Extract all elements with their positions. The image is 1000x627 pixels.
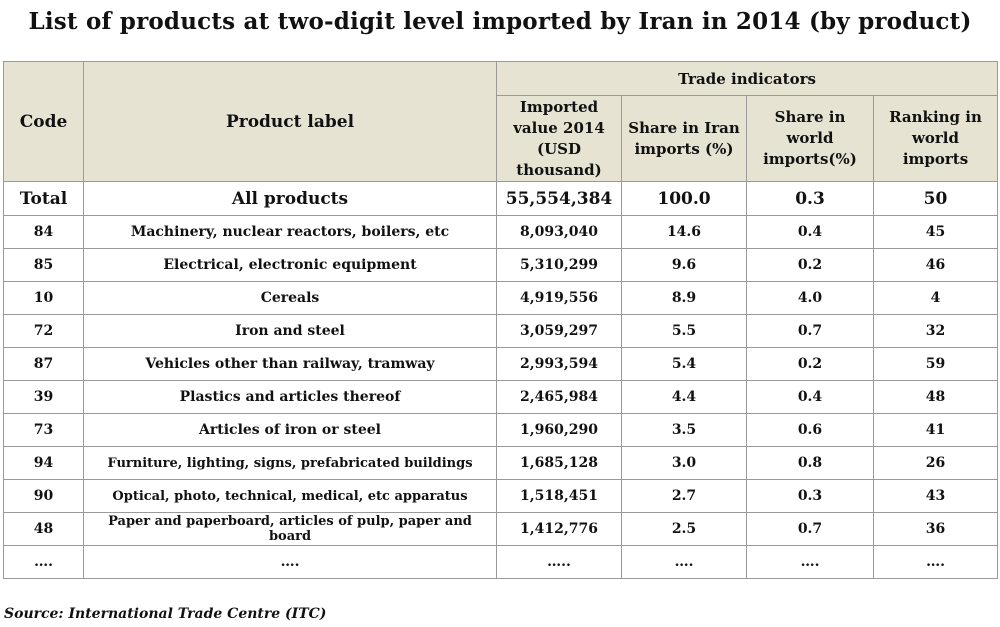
cell-ranking: 41 xyxy=(873,413,998,447)
cell-share-iran: 4.4 xyxy=(621,380,747,414)
cell-label: Paper and paperboard, articles of pulp, … xyxy=(83,512,497,546)
cell-value: 1,960,290 xyxy=(496,413,622,447)
cell-ranking: 59 xyxy=(873,347,998,381)
cell-code: 84 xyxy=(3,215,84,249)
cell-label: Machinery, nuclear reactors, boilers, et… xyxy=(83,215,497,249)
cell-code: 48 xyxy=(3,512,84,546)
cell-label: Articles of iron or steel xyxy=(83,413,497,447)
header-product-label: Product label xyxy=(83,61,497,182)
cell-share-iran: 14.6 xyxy=(621,215,747,249)
table-row: 94 Furniture, lighting, signs, prefabric… xyxy=(3,446,998,480)
cell-ranking: 48 xyxy=(873,380,998,414)
cell-share-world: …. xyxy=(746,545,874,579)
cell-ranking: …. xyxy=(873,545,998,579)
cell-value: 1,412,776 xyxy=(496,512,622,546)
cell-code: …. xyxy=(3,545,84,579)
cell-value: 1,685,128 xyxy=(496,446,622,480)
table-row: 72 Iron and steel 3,059,297 5.5 0.7 32 xyxy=(3,314,998,348)
cell-value: 1,518,451 xyxy=(496,479,622,513)
cell-code: 39 xyxy=(3,380,84,414)
table-row: 10 Cereals 4,919,556 8.9 4.0 4 xyxy=(3,281,998,315)
cell-share-world: 0.3 xyxy=(746,479,874,513)
cell-share-world: 0.8 xyxy=(746,446,874,480)
cell-code: Total xyxy=(3,181,84,216)
page-title: List of products at two-digit level impo… xyxy=(28,8,972,35)
cell-share-world: 0.2 xyxy=(746,347,874,381)
source-note: Source: International Trade Centre (ITC) xyxy=(4,606,327,622)
table-row: 73 Articles of iron or steel 1,960,290 3… xyxy=(3,413,998,447)
header-code: Code xyxy=(3,61,84,182)
cell-share-world: 0.4 xyxy=(746,380,874,414)
table-row: 84 Machinery, nuclear reactors, boilers,… xyxy=(3,215,998,249)
cell-share-world: 0.7 xyxy=(746,512,874,546)
cell-code: 85 xyxy=(3,248,84,282)
ellipsis-row: …. …. ….. …. …. …. xyxy=(3,545,998,579)
table-row: 48 Paper and paperboard, articles of pul… xyxy=(3,512,998,546)
header-ranking: Ranking in world imports xyxy=(873,95,998,182)
header-share-iran: Share in Iran imports (%) xyxy=(621,95,747,182)
cell-ranking: 36 xyxy=(873,512,998,546)
cell-code: 72 xyxy=(3,314,84,348)
table-row: 87 Vehicles other than railway, tramway … xyxy=(3,347,998,381)
cell-share-iran: 5.5 xyxy=(621,314,747,348)
table-row: 39 Plastics and articles thereof 2,465,9… xyxy=(3,380,998,414)
cell-value: 8,093,040 xyxy=(496,215,622,249)
cell-label: …. xyxy=(83,545,497,579)
cell-value: 55,554,384 xyxy=(496,181,622,216)
cell-value: 2,993,594 xyxy=(496,347,622,381)
cell-label: Iron and steel xyxy=(83,314,497,348)
cell-share-iran: 8.9 xyxy=(621,281,747,315)
table-row: 85 Electrical, electronic equipment 5,31… xyxy=(3,248,998,282)
imports-table: Code Product label Trade indicators Impo… xyxy=(3,61,998,579)
cell-label: Vehicles other than railway, tramway xyxy=(83,347,497,381)
cell-value: 5,310,299 xyxy=(496,248,622,282)
cell-ranking: 32 xyxy=(873,314,998,348)
cell-share-world: 4.0 xyxy=(746,281,874,315)
cell-value: ….. xyxy=(496,545,622,579)
cell-share-world: 0.2 xyxy=(746,248,874,282)
cell-share-world: 0.6 xyxy=(746,413,874,447)
cell-ranking: 43 xyxy=(873,479,998,513)
header-trade-indicators: Trade indicators xyxy=(496,61,998,96)
cell-label: Electrical, electronic equipment xyxy=(83,248,497,282)
cell-label: Plastics and articles thereof xyxy=(83,380,497,414)
header-imported-value: Imported value 2014 (USD thousand) xyxy=(496,95,622,182)
cell-code: 94 xyxy=(3,446,84,480)
table-row: 90 Optical, photo, technical, medical, e… xyxy=(3,479,998,513)
cell-ranking: 45 xyxy=(873,215,998,249)
cell-value: 3,059,297 xyxy=(496,314,622,348)
header-row-sub: Imported value 2014 (USD thousand) Share… xyxy=(4,95,998,182)
cell-code: 10 xyxy=(3,281,84,315)
cell-code: 90 xyxy=(3,479,84,513)
cell-share-iran: …. xyxy=(621,545,747,579)
header-share-world: Share in world imports(%) xyxy=(746,95,874,182)
cell-share-iran: 2.5 xyxy=(621,512,747,546)
cell-label: Optical, photo, technical, medical, etc … xyxy=(83,479,497,513)
cell-share-iran: 100.0 xyxy=(621,181,747,216)
cell-value: 2,465,984 xyxy=(496,380,622,414)
cell-code: 87 xyxy=(3,347,84,381)
cell-share-world: 0.7 xyxy=(746,314,874,348)
cell-code: 73 xyxy=(3,413,84,447)
cell-ranking: 4 xyxy=(873,281,998,315)
cell-share-iran: 5.4 xyxy=(621,347,747,381)
cell-share-iran: 2.7 xyxy=(621,479,747,513)
cell-value: 4,919,556 xyxy=(496,281,622,315)
cell-label: All products xyxy=(83,181,497,216)
cell-ranking: 46 xyxy=(873,248,998,282)
cell-share-world: 0.3 xyxy=(746,181,874,216)
cell-share-iran: 3.0 xyxy=(621,446,747,480)
cell-label: Cereals xyxy=(83,281,497,315)
cell-share-world: 0.4 xyxy=(746,215,874,249)
cell-label: Furniture, lighting, signs, prefabricate… xyxy=(83,446,497,480)
total-row: Total All products 55,554,384 100.0 0.3 … xyxy=(3,181,998,216)
cell-share-iran: 3.5 xyxy=(621,413,747,447)
cell-ranking: 50 xyxy=(873,181,998,216)
cell-ranking: 26 xyxy=(873,446,998,480)
cell-share-iran: 9.6 xyxy=(621,248,747,282)
header-row-group: Code Product label Trade indicators xyxy=(3,61,998,182)
